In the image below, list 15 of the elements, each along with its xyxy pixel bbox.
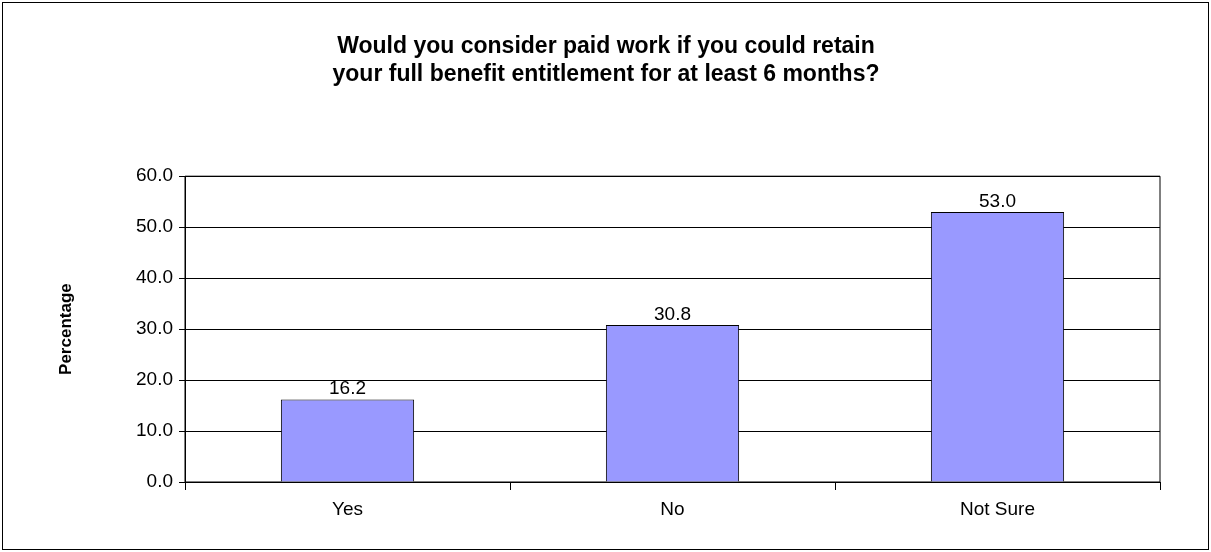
y-tick-label: 60.0 bbox=[136, 164, 173, 186]
y-axis-title: Percentage bbox=[55, 283, 75, 375]
x-tick-label: Not Sure bbox=[960, 497, 1035, 519]
y-tick-label: 30.0 bbox=[136, 317, 173, 339]
y-tick-label: 20.0 bbox=[136, 368, 173, 390]
x-tick-label: Yes bbox=[332, 497, 363, 519]
y-tick-label: 50.0 bbox=[136, 215, 173, 237]
chart-title: Would you consider paid work if you could retain your full benefit entitlement for at least 6 months? bbox=[332, 32, 880, 86]
data-label: 53.0 bbox=[979, 189, 1016, 211]
data-label: 16.2 bbox=[329, 377, 366, 399]
y-tick-label: 40.0 bbox=[136, 266, 173, 288]
data-label: 30.8 bbox=[654, 303, 691, 325]
x-tick-label: No bbox=[660, 497, 685, 519]
y-tick-label: 0.0 bbox=[146, 470, 173, 492]
y-tick-label: 10.0 bbox=[136, 419, 173, 441]
